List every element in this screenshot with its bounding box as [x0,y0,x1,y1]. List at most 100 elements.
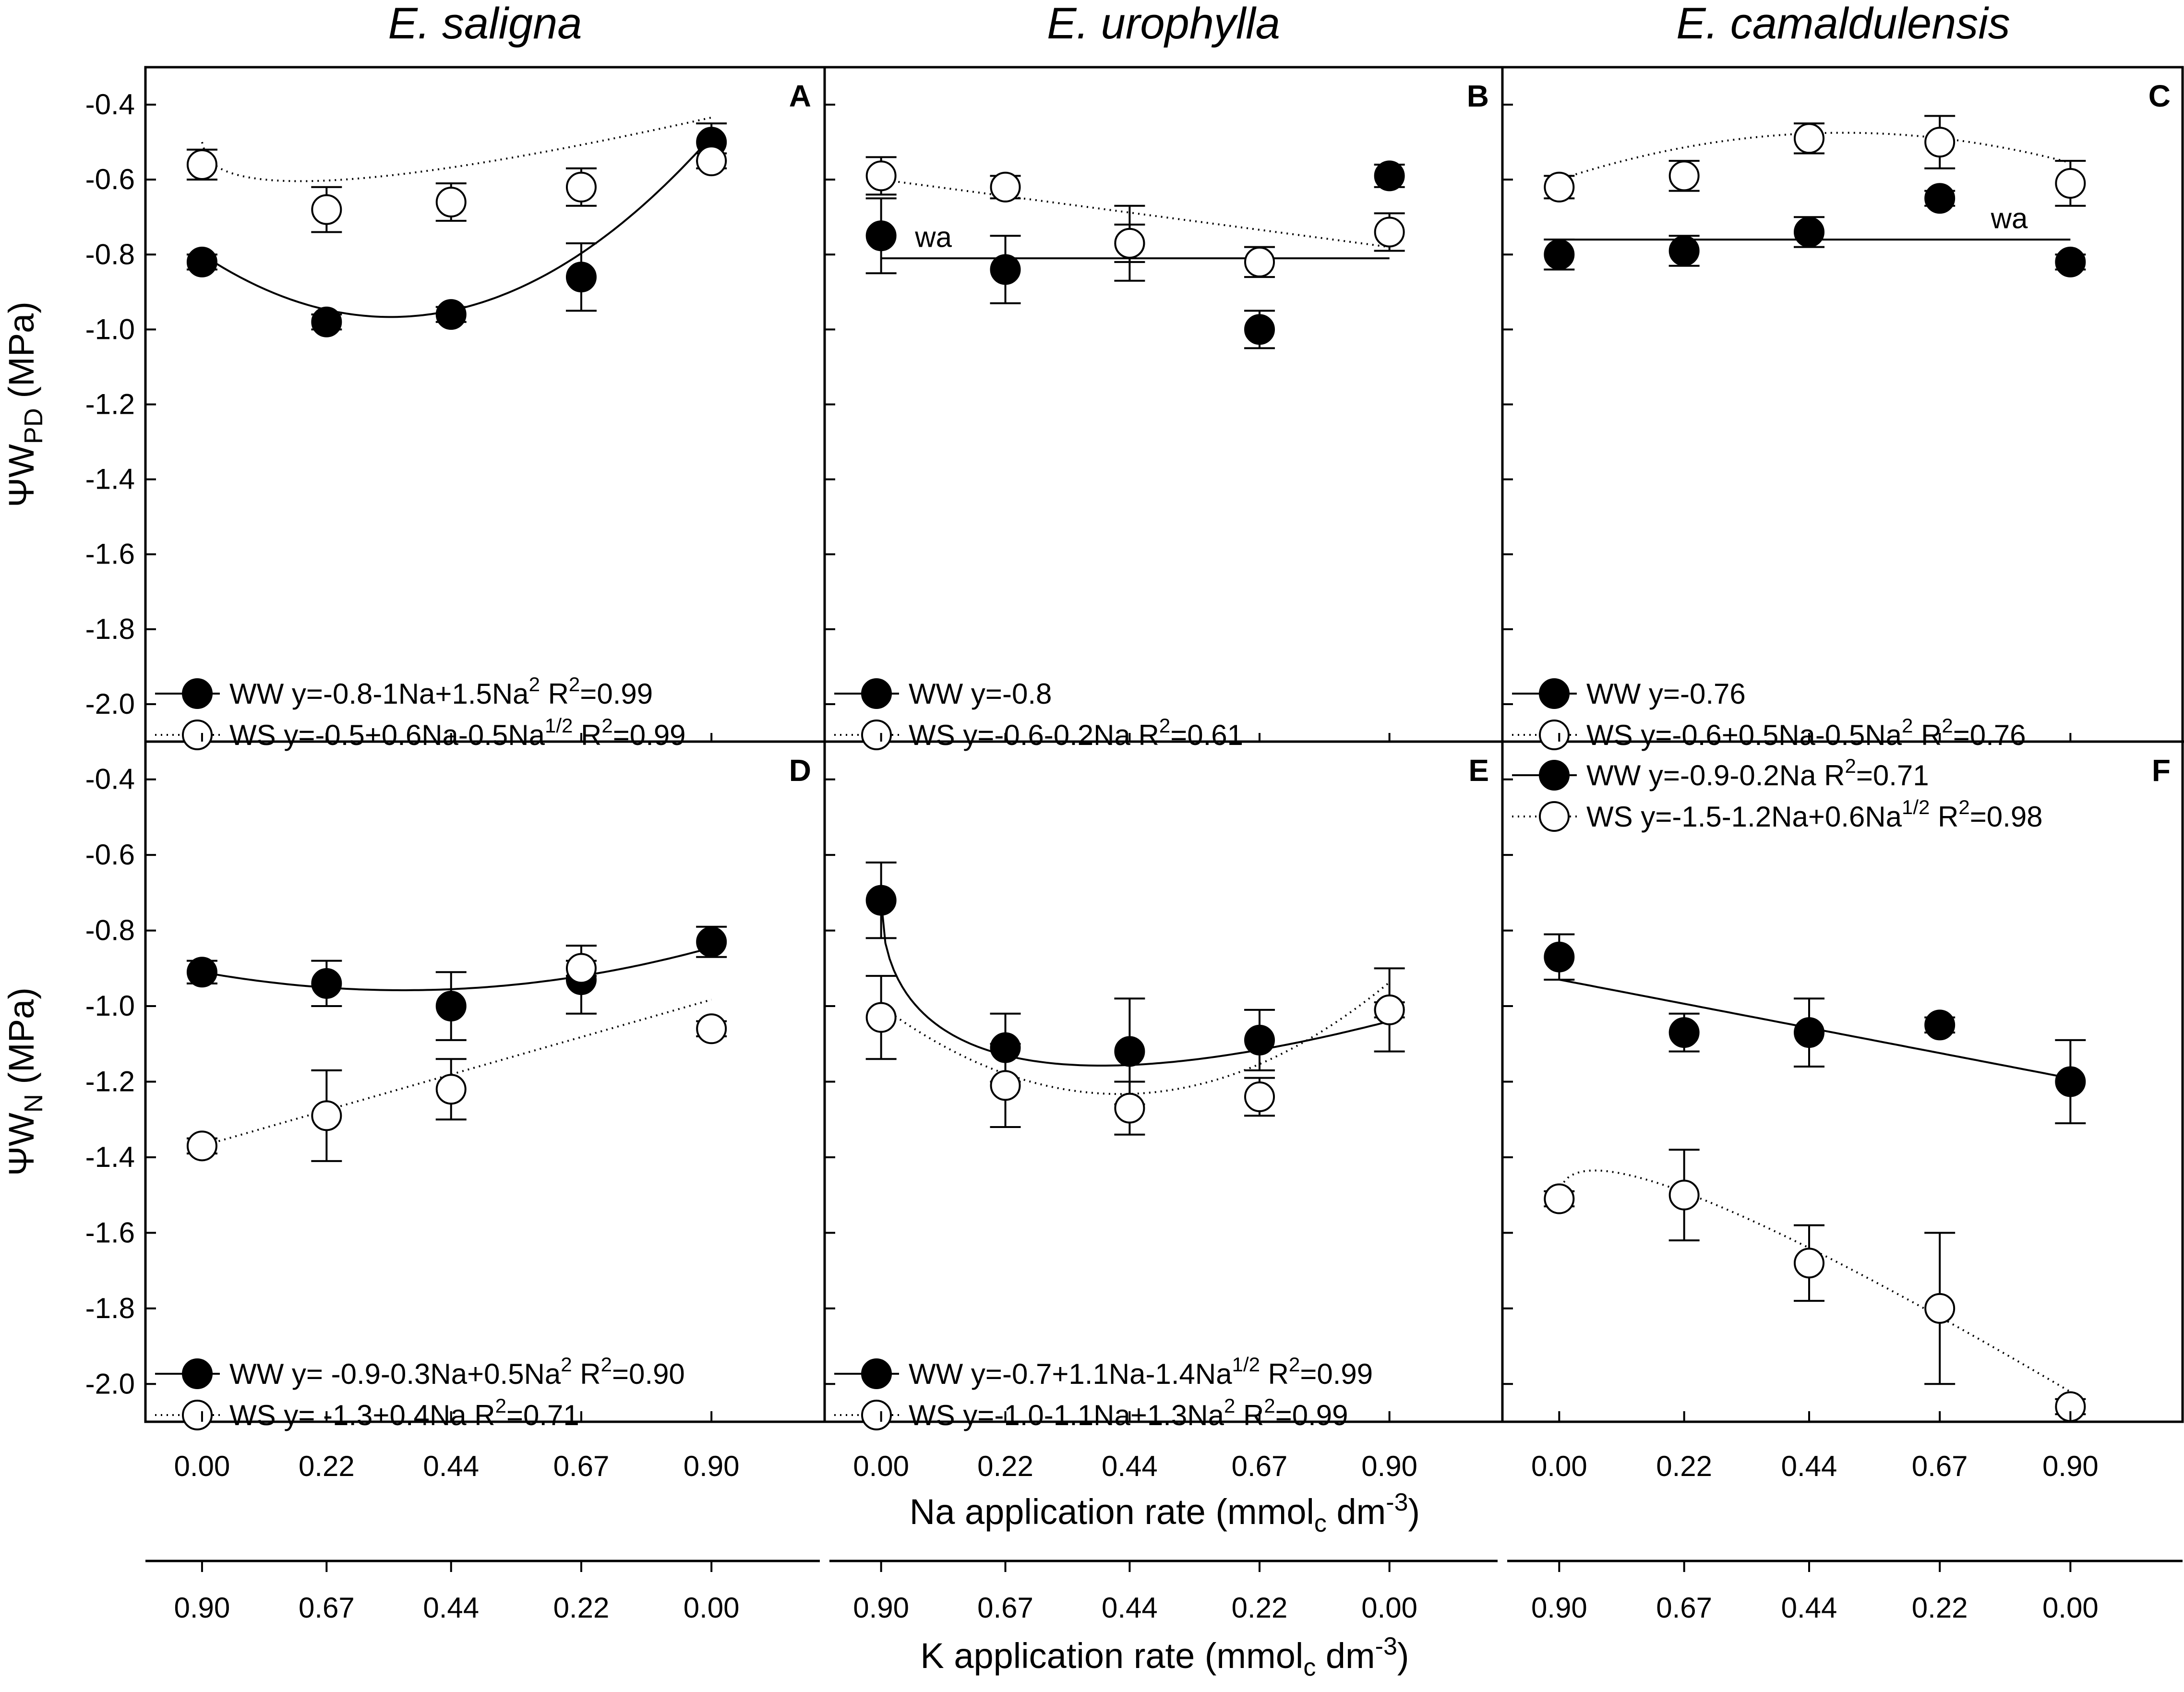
legend-r2-exponent: 2 [1958,796,1969,818]
point-ws [1668,1179,1700,1211]
point-ww [435,299,467,330]
legend-marker [1539,678,1570,709]
fit-line-ww [202,947,712,991]
y-axis-label-unit: (MPa) [1,987,41,1094]
k-tick-label: 0.00 [1361,1592,1417,1624]
x-axis-label-na-main: Na application rate (mmol [910,1492,1314,1532]
na-tick-label: 0.22 [977,1450,1033,1482]
y-axis-label-sub: N [19,1094,48,1113]
y-tick-label: -1.6 [85,1216,135,1248]
point-ww [1244,314,1275,345]
point-ww [1668,235,1700,266]
k-tick-label: 0.22 [553,1592,610,1624]
na-tick-label: 0.22 [1656,1450,1712,1482]
na-tick-label: 0.00 [174,1450,230,1482]
na-tick-label: 0.22 [299,1450,355,1482]
panel-letter: C [2148,79,2171,113]
legend-marker [182,1400,213,1430]
k-tick-label: 0.67 [1656,1592,1712,1624]
fit-line-ww [201,136,712,318]
na-tick-label: 0.44 [423,1450,479,1482]
panel-letter: F [2152,753,2171,788]
point-ww [1544,941,1575,972]
point-ws [1374,994,1405,1025]
y-axis-label-main: ΨW [1,444,41,507]
legend-equation: WW y=-0.76 [1586,678,1746,710]
y-axis-label: ΨWPD (MPa) [1,301,48,507]
panel-B: B E. urophylla wa WW y=-0.8 WS y=-0.6-0.2Na … [834,0,1489,751]
point-ww [990,254,1021,285]
legend-equation: WS y= -1.3+0.4Na [229,1399,467,1431]
legend-r2-value: =0.76 [1953,719,2026,751]
point-ws [311,194,342,225]
legend-marker [1539,720,1570,750]
legend-r2-value: =0.98 [1970,801,2043,833]
na-tick-label: 0.00 [1531,1450,1587,1482]
legend-r2-value: =0.99 [1275,1399,1348,1431]
point-ws [2055,168,2086,199]
fit-line-ws [201,116,712,182]
point-ww [1668,1017,1700,1048]
k-tick-label: 0.22 [1232,1592,1288,1624]
legend-exponent: 2 [1902,714,1913,737]
legend-marker [182,678,213,709]
legend-label: WW y=-0.9-0.2Na R2=0.71 [1586,755,1929,792]
legend-r2-label: R [1913,719,1942,751]
legend-r2-value: =0.99 [1300,1358,1373,1390]
legend-exponent: 2 [1224,1394,1235,1417]
point-ws [435,1074,467,1105]
y-tick-label: -1.6 [85,538,135,570]
x-axis-label-k-unit: dm [1316,1636,1375,1676]
legend-label: WS y=-1.0-1.1Na+1.3Na2 R2=0.99 [909,1394,1348,1431]
point-ws [1114,1092,1145,1124]
point-ws [696,145,727,177]
legend-exponent: 2 [561,1353,572,1376]
point-ws [865,1002,897,1033]
y-tick-label: -0.4 [85,88,135,120]
legend-r2-label: R [1930,801,1958,833]
point-ws [186,1130,217,1162]
k-tick-label: 0.67 [299,1592,355,1624]
point-ws [1244,246,1275,277]
point-ws [990,171,1021,203]
legend-r2-exponent: 2 [495,1394,506,1417]
legend-r2-exponent: 2 [1942,714,1953,737]
y-tick-label: -0.8 [85,238,135,270]
point-ww [565,262,597,293]
point-ww [2055,246,2086,277]
panel-letter: A [789,79,811,113]
legend-r2-value: =0.90 [612,1358,685,1390]
y-tick-label: -2.0 [85,1368,135,1400]
y-tick-label: -1.4 [85,1141,135,1173]
legend-equation: WS y=-0.6+0.5Na-0.5Na [1586,719,1902,751]
legend-equation: WW y=-0.7+1.1Na-1.4Na [909,1358,1232,1390]
legend-label: WS y=-0.6+0.5Na-0.5Na2 R2=0.76 [1586,714,2026,751]
legend-label: WS y=-0.5+0.6Na-0.5Na1/2 R2=0.99 [229,714,686,751]
point-ww [2055,1066,2086,1097]
panel-C: C E. camaldulensis wa WW y=-0.76 WS y=-0.6+0… [1512,0,2171,751]
k-tick-label: 0.44 [1102,1592,1158,1624]
legend-r2-value: =0.99 [613,719,686,751]
annotation-wa: wa [1991,203,2028,235]
legend-exponent: 1/2 [545,714,573,737]
legend-equation: WW y= -0.9-0.3Na+0.5Na [229,1358,561,1390]
legend-r2-exponent: 2 [1845,755,1856,777]
na-tick-label: 0.67 [1912,1450,1968,1482]
y-axis-label-main: ΨW [1,1113,41,1176]
k-tick-label: 0.44 [423,1592,479,1624]
legend-r2-value: =0.61 [1170,719,1243,751]
point-ww [1794,216,1824,248]
y-axis-label: ΨWN (MPa) [1,987,48,1176]
legend-r2-exponent: 2 [1264,1394,1275,1417]
point-ws [1244,1081,1275,1112]
k-tick-label: 0.90 [174,1592,230,1624]
y-tick-label: -1.8 [85,613,135,645]
legend-label: WW y=-0.8-1Na+1.5Na2 R2=0.99 [229,673,653,710]
k-tick-label: 0.00 [2042,1592,2099,1624]
x-axis-label-na: Na application rate (mmolc dm-3) [910,1488,1420,1537]
point-ww [1794,1017,1824,1048]
k-tick-label: 0.00 [684,1592,740,1624]
